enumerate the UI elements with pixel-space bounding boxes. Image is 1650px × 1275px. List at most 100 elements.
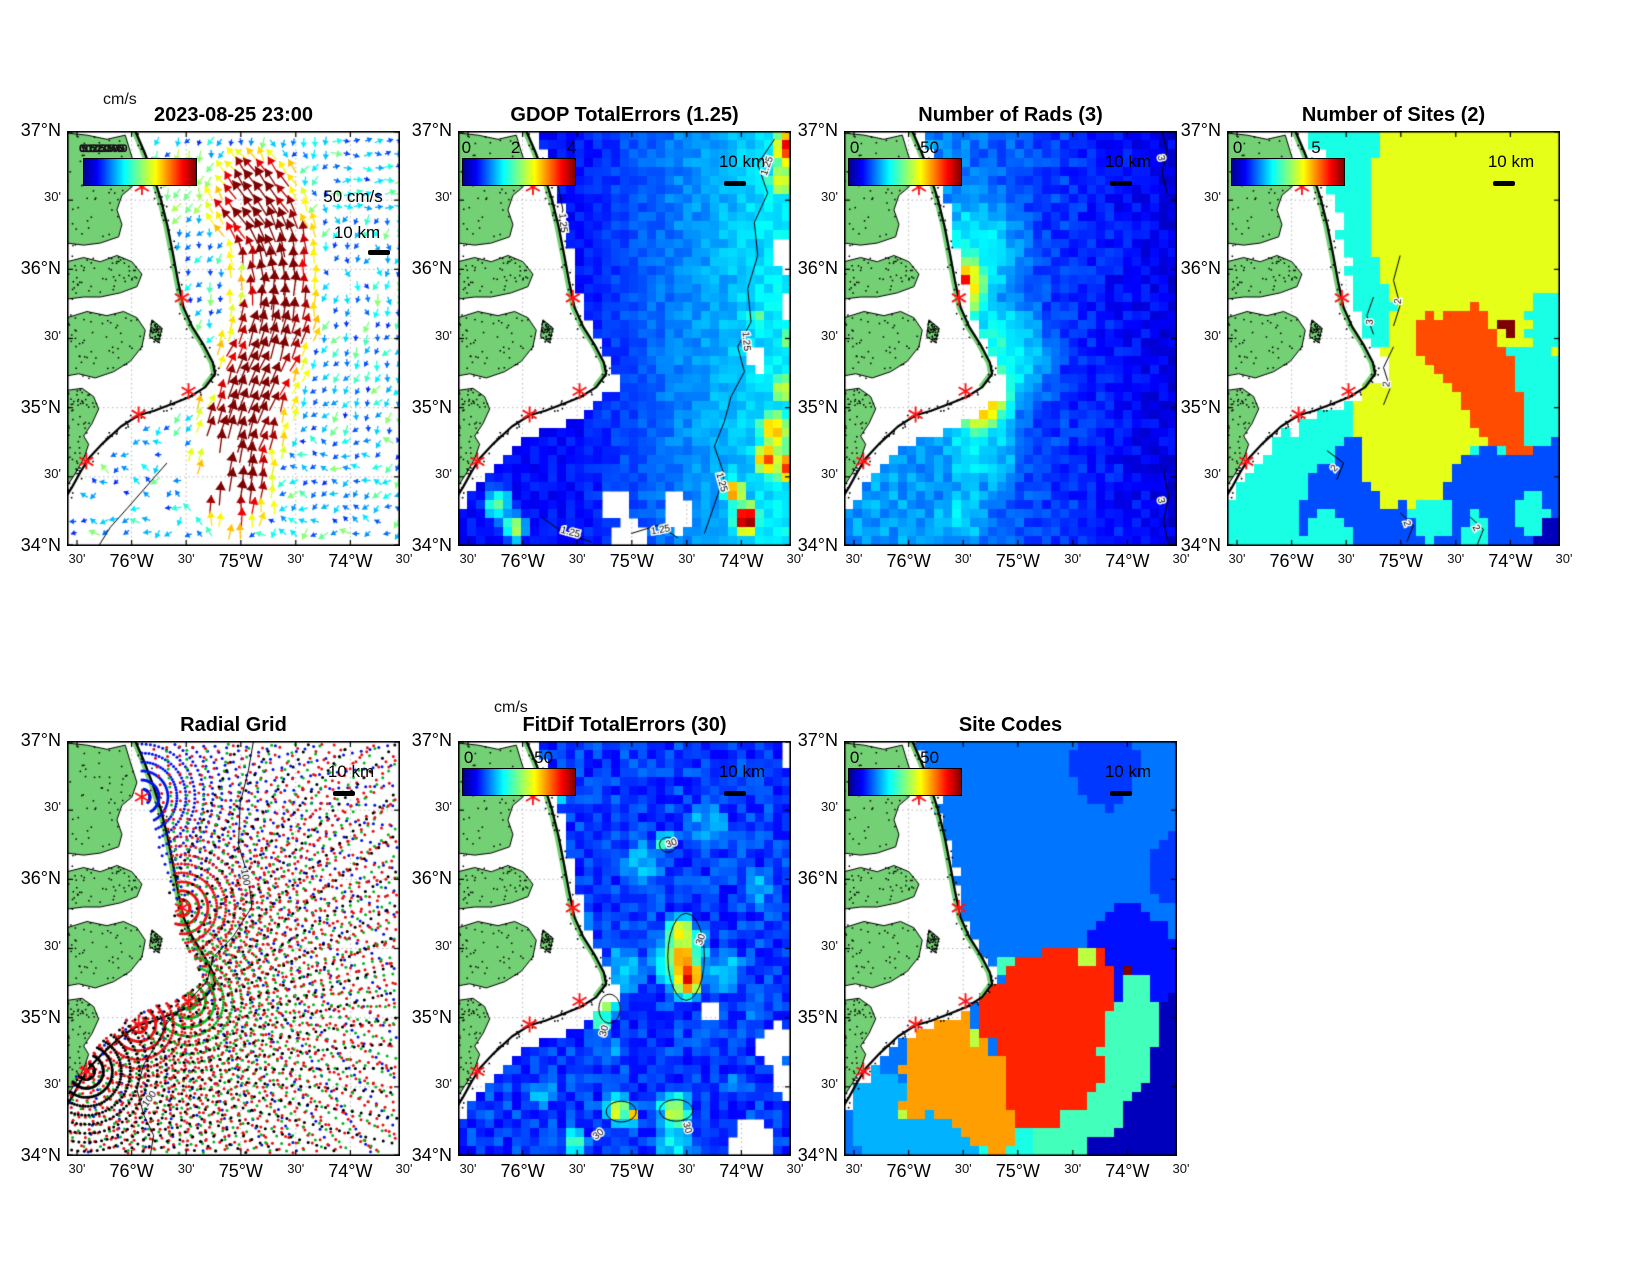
colorbar-tick: 0 [463,748,474,767]
lon-tick-label: 76°W [109,551,154,571]
scale-bar [368,250,390,255]
lon-tick-label: 30' [68,1161,86,1176]
lon-tick-label: 30' [459,1161,477,1176]
lat-tick-label: 30' [821,1075,838,1091]
scale-bar-label: 10 km [333,223,381,242]
panel-title: GDOP TotalErrors (1.25) [510,104,739,126]
lon-tick-label: 30' [395,1161,413,1176]
lat-tick-label: 34°N [20,1145,61,1165]
scale-bar-label: 10 km [1104,152,1152,171]
units-label: cm/s [103,91,137,108]
lon-tick-label: 30' [1172,551,1190,566]
lat-tick-label: 30' [435,327,452,343]
lat-tick-label: 34°N [411,1145,452,1165]
lon-tick-label: 30' [459,551,477,566]
colorbar-tick: 0 [849,138,860,157]
lat-tick-label: 36°N [1180,258,1221,279]
lat-tick-label: 36°N [411,258,452,279]
lat-tick-label: 30' [1204,189,1221,205]
lat-tick-label: 30' [44,327,61,343]
scale-bar [724,181,746,186]
lat-tick-label: 30' [44,1075,61,1091]
lat-tick-label: 36°N [797,258,838,279]
scale-bar-label: 10 km [1104,762,1152,781]
panel-title: Number of Rads (3) [918,104,1103,126]
lat-tick-label: 37°N [797,730,838,750]
lon-tick-label: 30' [1447,551,1465,566]
map-canvas-site-codes [844,741,1177,1156]
lat-tick-label: 34°N [797,1145,838,1165]
lon-tick-label: 76°W [1269,551,1314,571]
lat-tick-label: 34°N [1180,535,1221,555]
lon-tick-label: 75°W [995,1161,1040,1181]
lon-tick-label: 74°W [328,1161,373,1181]
units-label: cm/s [494,699,528,716]
lat-tick-label: 35°N [411,396,452,417]
panel-title: Site Codes [958,714,1063,736]
scale-bar-label: 10 km [718,762,766,781]
lat-tick-label: 30' [1204,327,1221,343]
lon-tick-label: 76°W [500,1161,545,1181]
colorbar: 0 50 [848,138,962,186]
lat-tick-label: 37°N [1180,120,1221,140]
lon-tick-label: 30' [954,551,972,566]
map-canvas-fitdif [458,741,791,1156]
colorbar: 0 50 [462,748,576,796]
lon-tick-label: 30' [786,551,804,566]
lon-tick-label: 74°W [1488,551,1533,571]
lon-tick-label: 76°W [500,551,545,571]
lat-tick-label: 35°N [20,396,61,417]
lon-tick-label: 30' [845,551,863,566]
lon-tick-label: 75°W [995,551,1040,571]
lon-tick-label: 76°W [886,1161,931,1181]
panel-num-sites: Number of Sites (2) 0 5 10 km 37°N 30' 36°N 30'… [1181,104,1573,571]
colorbar-tick: 50 [534,748,554,767]
lat-tick-label: 34°N [20,535,61,555]
panel-num-rads: Number of Rads (3) 0 50 10 km 37°N 30' 36°N 30'… [798,104,1190,571]
lon-tick-label: 30' [177,1161,195,1176]
panel-gdop: GDOP TotalErrors (1.25) 0 2 4 10 km 37°N 30' 36… [412,104,804,571]
lat-tick-label: 36°N [20,868,61,889]
lat-tick-label: 30' [44,189,61,205]
colorbar-tick-jumble: 0 5 10 15 20 25 30 35 40 45 50 [79,143,128,155]
scale-bar [1493,181,1515,186]
colorbar: 0 2 4 [462,138,576,186]
lat-tick-label: 30' [1204,465,1221,481]
panel-fitdif: FitDif TotalErrors (30) cm/s 0 50 10 km 37°N 3… [412,699,804,1181]
lon-tick-label: 75°W [218,1161,263,1181]
lon-tick-label: 30' [1064,551,1082,566]
scale-bar [1110,791,1132,796]
lon-tick-label: 76°W [886,551,931,571]
lat-tick-label: 36°N [20,258,61,279]
map-canvas-num-rads [844,131,1177,546]
lon-tick-label: 30' [954,1161,972,1176]
lon-tick-label: 76°W [109,1161,154,1181]
panel-title: Radial Grid [180,714,287,736]
lat-tick-label: 30' [435,189,452,205]
lat-tick-label: 35°N [411,1006,452,1027]
lon-tick-label: 30' [845,1161,863,1176]
colorbar-tick: 0 [461,138,472,157]
scale-bar [1110,181,1132,186]
lon-tick-label: 74°W [1105,551,1150,571]
panel-title: 2023-08-25 23:00 [153,104,313,126]
lat-tick-label: 30' [821,937,838,953]
lon-tick-label: 30' [395,551,413,566]
lon-tick-label: 74°W [328,551,373,571]
lon-tick-label: 75°W [218,551,263,571]
reference-vector-label: 50 cm/s [323,187,383,206]
colorbar-tick: 50 [920,138,940,157]
lat-tick-label: 36°N [797,868,838,889]
lat-tick-label: 37°N [797,120,838,140]
lon-tick-label: 74°W [719,1161,764,1181]
lat-tick-label: 30' [44,799,61,815]
panel-radial-grid: Radial Grid 10 km 37°N 30' 36°N 30' 35°N 30' 34°… [21,714,413,1181]
lon-tick-label: 75°W [1378,551,1423,571]
scale-bar-label: 10 km [327,762,375,781]
lon-tick-label: 30' [1064,1161,1082,1176]
lon-tick-label: 74°W [1105,1161,1150,1181]
scale-bar-label: 10 km [718,152,766,171]
colorbar-tick: 5 [1311,138,1321,157]
lon-tick-label: 30' [678,551,696,566]
